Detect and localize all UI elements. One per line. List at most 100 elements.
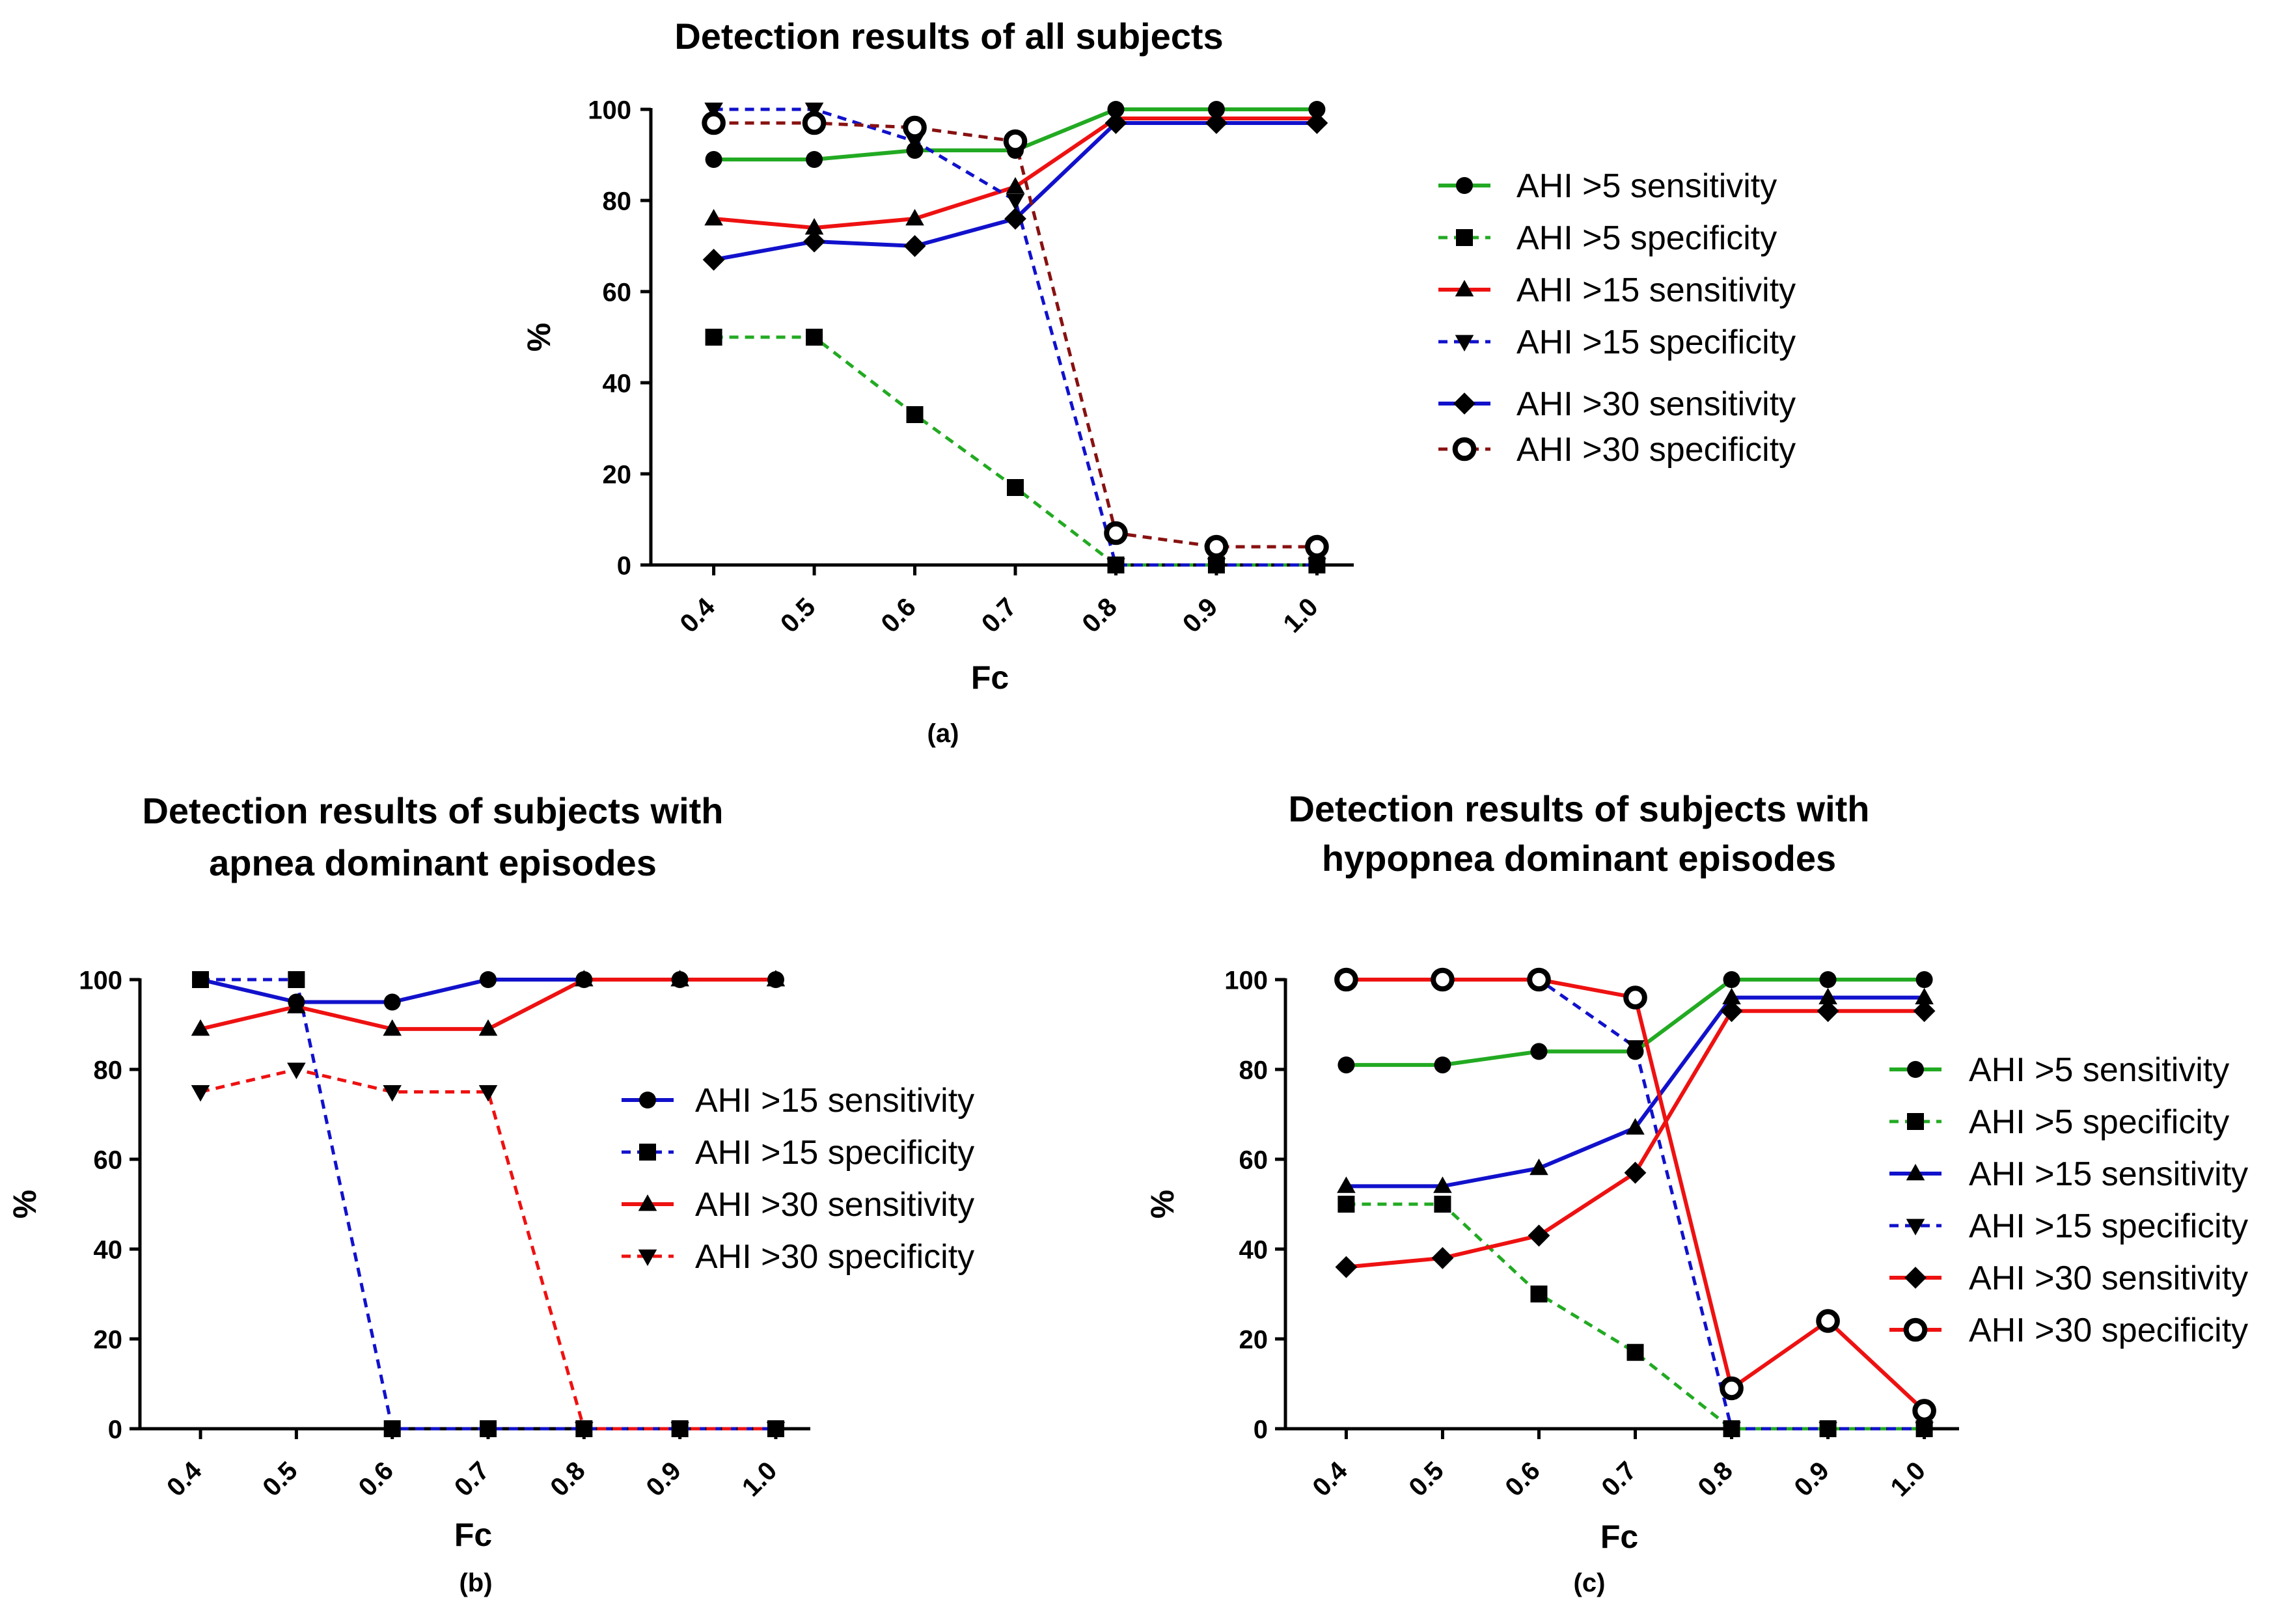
data-point <box>1720 1376 1744 1401</box>
legend-label: AHI >30 specificity <box>695 1238 974 1276</box>
y-tick-label: 60 <box>94 1146 123 1174</box>
legend-marker <box>638 1194 657 1211</box>
data-point <box>905 209 924 226</box>
data-point <box>383 1019 402 1036</box>
chart-b: Detection results of subjects with apnea … <box>7 790 974 1597</box>
legend-label: AHI >15 sensitivity <box>1969 1155 2248 1193</box>
data-point <box>1006 193 1025 210</box>
legend-marker <box>1452 437 1477 461</box>
y-tick-label: 100 <box>588 96 631 124</box>
data-point <box>1308 558 1326 575</box>
data-point <box>1104 112 1127 134</box>
data-point <box>288 971 305 988</box>
data-point <box>1915 1422 1934 1438</box>
legend-marker <box>1455 335 1474 351</box>
data-point <box>702 249 725 271</box>
y-tick-label: 20 <box>603 460 632 489</box>
data-point <box>287 1062 306 1079</box>
legend: AHI >5 sensitivity AHI >5 specificity AHI … <box>1438 167 1796 469</box>
data-point <box>383 1085 402 1102</box>
data-point <box>480 1420 497 1437</box>
panel-label: (b) <box>459 1569 492 1597</box>
y-tick-label: 0 <box>617 551 631 580</box>
legend-label: AHI >30 specificity <box>1516 431 1796 469</box>
data-point <box>1004 208 1026 230</box>
legend-label: AHI >30 sensitivity <box>1516 385 1796 423</box>
data-point <box>1624 1161 1647 1184</box>
chart-title: Detection results of subjects with <box>1288 788 1869 829</box>
chart-a: Detection results of all subjects 0 20 40 60… <box>521 16 1796 748</box>
data-point <box>383 993 401 1011</box>
data-point <box>705 151 722 168</box>
legend-marker <box>1903 1317 1928 1342</box>
data-point <box>1528 1224 1550 1247</box>
data-point <box>1530 1286 1548 1302</box>
y-tick-label: 40 <box>94 1235 123 1264</box>
data-point <box>670 1422 689 1438</box>
data-point <box>287 997 306 1013</box>
data-point <box>804 102 824 119</box>
data-point <box>1007 479 1024 496</box>
data-point <box>575 970 594 987</box>
data-point <box>1335 1256 1358 1278</box>
chart-title: hypopnea dominant episodes <box>1322 838 1836 879</box>
data-point <box>1913 1000 1936 1023</box>
data-point <box>575 1422 594 1438</box>
series-markers <box>704 102 1326 575</box>
panel-label: (a) <box>927 719 959 748</box>
legend: AHI >15 sensitivity AHI >15 specificity AH… <box>622 1082 974 1276</box>
legend-label: AHI >15 specificity <box>1516 323 1796 361</box>
legend: AHI >5 sensitivity AHI >5 specificity AHI … <box>1889 1051 2248 1349</box>
data-point <box>1818 987 1837 1004</box>
data-point <box>191 1085 210 1102</box>
data-point <box>903 115 927 140</box>
data-point <box>1204 534 1229 559</box>
series-markers <box>1334 967 1936 1423</box>
y-tick-label: 0 <box>1254 1415 1268 1444</box>
legend-marker <box>1456 177 1473 194</box>
series-markers <box>702 112 1328 271</box>
data-point <box>1207 558 1226 575</box>
data-point <box>766 970 786 987</box>
data-point <box>806 151 823 168</box>
data-point <box>1722 1422 1741 1438</box>
data-point <box>192 971 210 988</box>
data-point <box>1530 1158 1548 1176</box>
chart-title: Detection results of subjects with <box>142 790 723 831</box>
data-point <box>1003 129 1028 154</box>
data-point <box>1338 1056 1355 1074</box>
y-tick-label: 80 <box>1239 1056 1269 1084</box>
y-tick-label: 60 <box>1239 1146 1269 1174</box>
data-point <box>1334 967 1358 992</box>
data-point <box>191 1019 210 1036</box>
data-point <box>1527 967 1551 992</box>
y-axis-label: % <box>521 323 557 351</box>
y-tick-label: 100 <box>1224 966 1268 995</box>
panel-label: (c) <box>1574 1569 1606 1597</box>
y-tick-label: 20 <box>94 1325 123 1354</box>
legend-marker <box>1904 1267 1927 1289</box>
legend-marker <box>1907 1113 1924 1130</box>
y-tick-label: 100 <box>79 966 122 995</box>
legend-marker <box>1456 229 1473 246</box>
chart-title: apnea dominant episodes <box>209 842 657 883</box>
legend-marker <box>1455 280 1474 297</box>
series-markers <box>702 111 1329 559</box>
data-point <box>1816 1309 1840 1333</box>
y-tick-label: 40 <box>1239 1235 1269 1264</box>
data-point <box>704 209 723 226</box>
legend-marker <box>1453 392 1475 415</box>
data-point <box>1912 1399 1936 1423</box>
legend-label: AHI >15 sensitivity <box>1516 271 1796 309</box>
x-axis-label: Fc <box>1600 1519 1638 1555</box>
legend-label: AHI >30 sensitivity <box>1969 1259 2248 1297</box>
data-point <box>478 1085 498 1102</box>
legend-marker <box>638 1249 657 1266</box>
data-point <box>1530 1043 1548 1060</box>
data-point <box>1818 1422 1837 1438</box>
data-point <box>1623 985 1647 1010</box>
x-axis-label: Fc <box>971 659 1009 696</box>
series-markers <box>1338 971 1933 1074</box>
data-point <box>478 1019 498 1036</box>
